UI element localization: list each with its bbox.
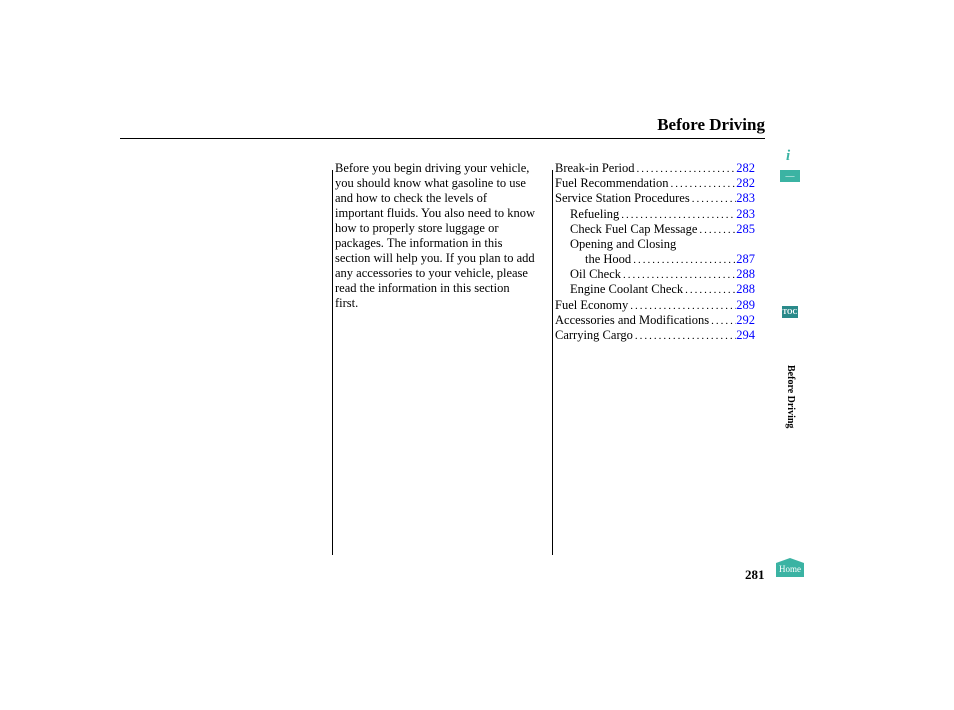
toc-label: Service Station Procedures <box>555 191 690 206</box>
toc-line[interactable]: Oil Check 288 <box>555 267 755 282</box>
toc-page-link[interactable]: 292 <box>736 313 755 328</box>
toc-page-link[interactable]: 288 <box>736 282 755 297</box>
toc-label: Fuel Recommendation <box>555 176 669 191</box>
toc-page-link[interactable]: 289 <box>736 298 755 313</box>
toc-label: Engine Coolant Check <box>570 282 683 297</box>
toc-dots <box>633 328 736 343</box>
toc-page-link[interactable]: 294 <box>736 328 755 343</box>
home-button-label: Home <box>776 564 804 574</box>
toc-line[interactable]: Carrying Cargo 294 <box>555 328 755 343</box>
toc-dots <box>690 191 737 206</box>
toc-page-link[interactable]: 285 <box>736 222 755 237</box>
toc-label: the Hood <box>585 252 631 267</box>
toc-dots <box>619 207 736 222</box>
page-header: Before Driving <box>120 115 765 139</box>
toc-line[interactable]: Refueling 283 <box>555 207 755 222</box>
toc-line: Opening and Closing <box>555 237 755 252</box>
toc-dots <box>669 176 737 191</box>
toc-dots <box>621 267 736 282</box>
toc-line[interactable]: Accessories and Modifications 292 <box>555 313 755 328</box>
toc-line[interactable]: Check Fuel Cap Message 285 <box>555 222 755 237</box>
toc-label: Opening and Closing <box>570 237 676 252</box>
toc-line[interactable]: Fuel Economy 289 <box>555 298 755 313</box>
toc-tab-button[interactable]: TOC <box>782 306 798 318</box>
toc-label: Refueling <box>570 207 619 222</box>
toc-line[interactable]: Service Station Procedures 283 <box>555 191 755 206</box>
toc-dots <box>683 282 736 297</box>
content-columns: Before you begin driving your vehicle, y… <box>120 161 765 343</box>
info-icon[interactable]: i <box>786 148 799 163</box>
page-title: Before Driving <box>657 115 765 135</box>
toc-dots <box>631 252 736 267</box>
toc-line[interactable]: Engine Coolant Check 288 <box>555 282 755 297</box>
toc-line[interactable]: Fuel Recommendation 282 <box>555 176 755 191</box>
toc-page-link[interactable]: 283 <box>736 207 755 222</box>
toc-dots <box>709 313 736 328</box>
toc-page-link[interactable]: 287 <box>736 252 755 267</box>
column-divider-right <box>552 170 553 555</box>
section-tab-label: Before Driving <box>785 365 796 428</box>
toc-dots <box>628 298 736 313</box>
toc-label: Accessories and Modifications <box>555 313 709 328</box>
home-button[interactable]: Home <box>776 563 804 577</box>
toc-label: Break-in Period <box>555 161 635 176</box>
toc-page-link[interactable]: 288 <box>736 267 755 282</box>
toc-label: Carrying Cargo <box>555 328 633 343</box>
toc-label: Oil Check <box>570 267 621 282</box>
toc-label: Fuel Economy <box>555 298 628 313</box>
table-of-contents: Break-in Period 282 Fuel Recommendation 282… <box>555 161 755 343</box>
toc-page-link[interactable]: 282 <box>736 161 755 176</box>
toc-label: Check Fuel Cap Message <box>570 222 697 237</box>
toc-line[interactable]: the Hood 287 <box>555 252 755 267</box>
toc-page-link[interactable]: 283 <box>736 191 755 206</box>
toc-dots <box>635 161 737 176</box>
intro-paragraph: Before you begin driving your vehicle, y… <box>335 161 535 343</box>
toc-page-link[interactable]: 282 <box>736 176 755 191</box>
toc-line[interactable]: Break-in Period 282 <box>555 161 755 176</box>
column-divider-left <box>332 170 333 555</box>
toc-dots <box>697 222 736 237</box>
page-content: Before Driving Before you begin driving … <box>120 115 765 343</box>
brand-icon[interactable]: — <box>780 170 800 182</box>
brand-icon-label: — <box>786 172 795 181</box>
page-number: 281 <box>745 567 765 583</box>
